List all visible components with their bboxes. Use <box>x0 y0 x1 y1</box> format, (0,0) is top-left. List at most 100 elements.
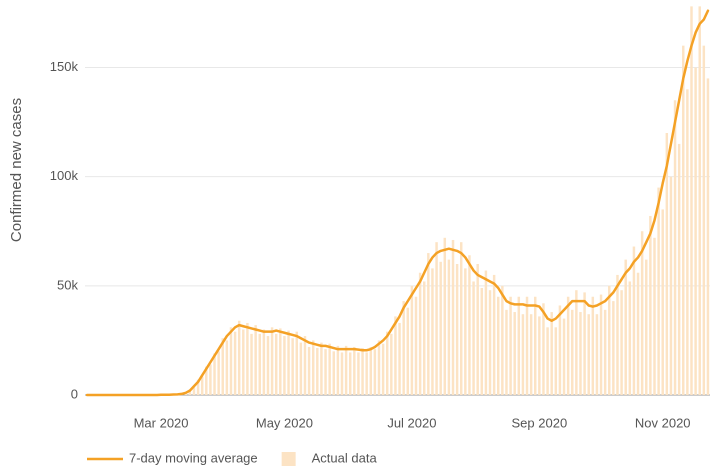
bar <box>196 379 200 395</box>
bar <box>394 316 397 395</box>
bar <box>377 340 381 395</box>
bar <box>258 333 261 395</box>
bar <box>369 346 373 395</box>
bar <box>270 327 274 395</box>
bar <box>505 309 508 395</box>
bar <box>361 348 364 395</box>
line <box>85 9 710 397</box>
x-tick-label: Sep 2020 <box>512 415 568 430</box>
bar <box>385 331 389 395</box>
bar <box>694 67 697 395</box>
bar <box>571 309 574 395</box>
bar <box>353 346 356 395</box>
bar <box>262 329 266 395</box>
bar <box>414 296 418 395</box>
bar <box>534 296 537 395</box>
bar <box>427 253 430 395</box>
bar <box>431 268 434 395</box>
bar <box>657 187 660 395</box>
bar <box>410 285 414 395</box>
bar <box>460 242 463 395</box>
bar <box>233 331 237 395</box>
bar <box>632 246 636 395</box>
bar <box>274 333 278 395</box>
bar <box>365 352 368 395</box>
bar <box>583 292 586 395</box>
bar <box>476 264 479 395</box>
bar <box>217 351 220 395</box>
bar <box>682 45 685 396</box>
bar <box>612 301 615 395</box>
bar <box>451 239 455 395</box>
x-tick-label: Jul 2020 <box>387 415 436 430</box>
bar <box>640 231 644 395</box>
bar <box>291 338 294 395</box>
bar <box>636 272 640 395</box>
bar <box>205 366 208 395</box>
bar <box>237 320 241 395</box>
bar <box>492 274 496 395</box>
bar <box>628 281 632 395</box>
bar <box>316 348 319 395</box>
bar <box>546 327 549 395</box>
bar <box>242 329 245 395</box>
y-axis-label: Confirmed new cases <box>8 98 25 242</box>
bar <box>595 314 599 395</box>
bar <box>603 309 607 395</box>
bar <box>616 274 619 395</box>
x-axis: Mar 2020 May 2020 Jul 2020 Sep 2020 Nov 2020 <box>134 415 691 430</box>
bar <box>340 352 344 395</box>
bar <box>287 330 290 395</box>
y-tick-label: 150k <box>50 59 79 74</box>
bar <box>328 343 331 395</box>
bar <box>266 336 270 395</box>
bar <box>324 349 327 395</box>
bar <box>653 237 656 395</box>
bar <box>509 296 512 395</box>
bar <box>677 143 681 395</box>
bar <box>225 340 229 395</box>
bar <box>558 305 562 395</box>
bar <box>690 6 693 395</box>
bar <box>348 352 352 395</box>
bar <box>406 307 410 395</box>
bar <box>525 296 529 395</box>
bar <box>336 345 340 395</box>
bar <box>398 322 401 395</box>
bar <box>575 290 578 395</box>
bar <box>517 296 521 395</box>
bar <box>649 215 652 395</box>
bar <box>599 294 603 395</box>
bar <box>344 345 348 395</box>
bar <box>373 349 377 395</box>
bar <box>673 100 677 395</box>
bar <box>250 333 253 395</box>
bar <box>246 322 249 395</box>
legend-swatch <box>281 452 296 466</box>
bar <box>645 259 648 395</box>
legend: 7-day moving average Actual data <box>87 450 377 466</box>
bar <box>188 389 192 395</box>
bar <box>542 303 545 395</box>
bar <box>320 342 323 395</box>
bar <box>418 272 422 395</box>
bar <box>624 259 627 395</box>
bar <box>501 285 504 395</box>
bar <box>661 209 664 395</box>
bar <box>484 270 488 395</box>
bar <box>455 264 459 395</box>
bar <box>464 268 467 395</box>
bar <box>591 296 595 395</box>
bar <box>311 340 315 395</box>
bar <box>435 242 438 395</box>
bar <box>521 314 525 395</box>
bar <box>221 338 224 395</box>
bar <box>497 296 500 395</box>
bar <box>209 364 212 395</box>
y-tick-label: 100k <box>50 168 79 183</box>
x-tick-label: May 2020 <box>256 415 313 430</box>
bar <box>698 6 701 395</box>
bar <box>620 290 623 395</box>
